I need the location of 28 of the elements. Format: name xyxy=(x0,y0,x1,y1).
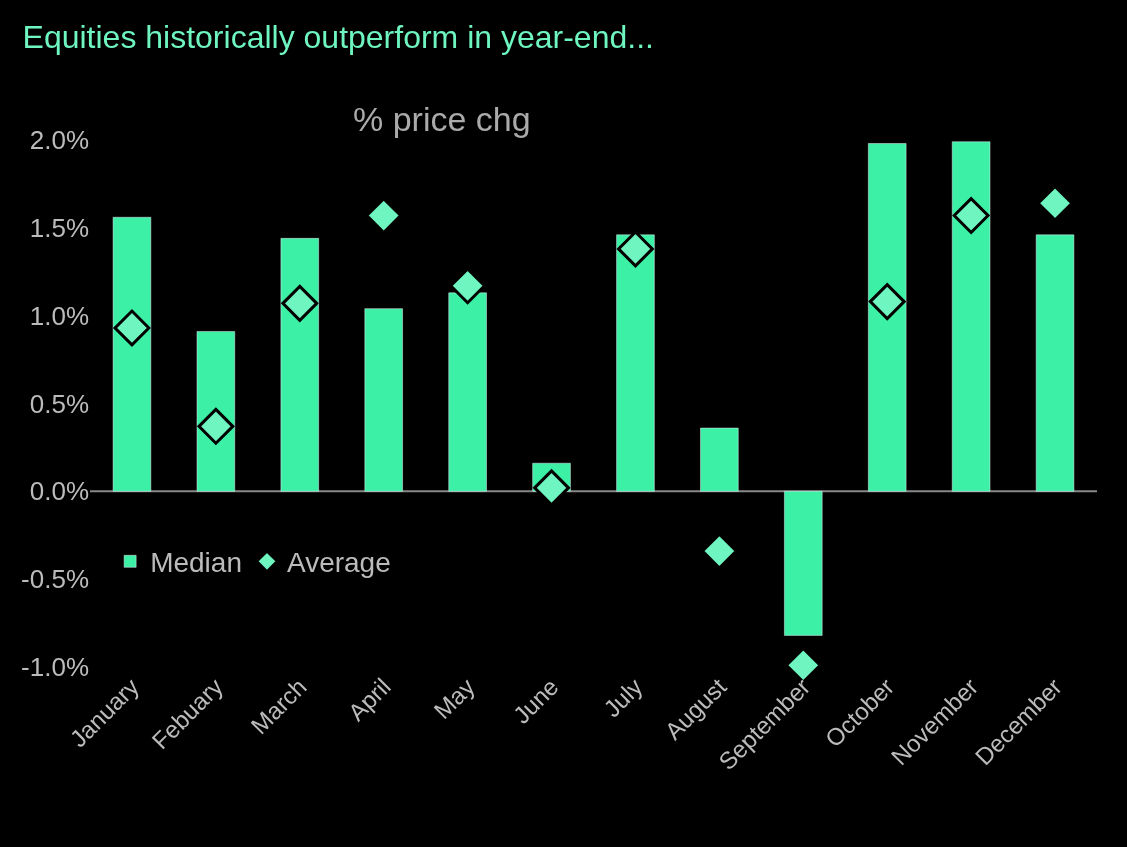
bar xyxy=(868,143,907,492)
x-tick-label: May xyxy=(428,672,480,725)
point xyxy=(281,284,319,322)
y-tick-label: -1.0% xyxy=(21,652,89,683)
bar xyxy=(616,234,655,492)
x-tick-label: July xyxy=(598,672,648,723)
chart-title: Equities historically outperform in year-end... xyxy=(22,18,654,55)
point xyxy=(113,309,151,347)
y-tick-label: 1.0% xyxy=(29,300,89,331)
y-tick-label: 1.5% xyxy=(29,212,89,243)
y-tick-label: 0.5% xyxy=(29,388,89,419)
bar xyxy=(1035,234,1075,492)
bar xyxy=(784,491,823,636)
bar xyxy=(448,292,487,492)
bar xyxy=(112,217,152,492)
legend-label: Average xyxy=(286,547,391,579)
bar xyxy=(364,308,403,492)
bar xyxy=(280,238,319,492)
bar xyxy=(700,427,739,492)
point xyxy=(197,407,235,445)
legend-label: Median xyxy=(150,547,242,579)
y-tick-label: 0.0% xyxy=(29,476,89,507)
point xyxy=(952,197,990,234)
point xyxy=(868,283,906,321)
bar xyxy=(951,141,991,492)
y-tick-label: -0.5% xyxy=(21,564,89,595)
chart-subtitle: % price chg xyxy=(353,100,531,138)
y-tick-label: 2.0% xyxy=(29,125,89,156)
